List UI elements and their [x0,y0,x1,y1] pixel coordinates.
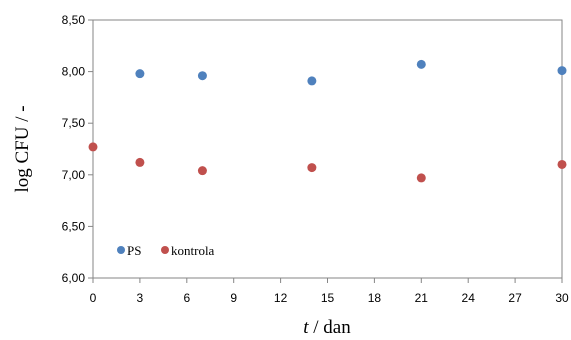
data-point-kontrola [135,157,145,167]
y-tick-label: 8,00 [62,65,86,79]
data-point-kontrola [197,166,207,176]
x-tick-label: 0 [90,291,97,305]
data-point-ps [307,76,317,86]
legend: PS kontrola [117,243,215,258]
y-tick-label: 6,00 [62,271,86,285]
legend-marker-kontrola [161,246,169,254]
x-tick-label: 21 [415,291,429,305]
x-tick-label: 12 [274,291,288,305]
legend-label-kontrola: kontrola [171,243,215,258]
y-tick-label: 7,50 [62,116,86,130]
data-point-kontrola [307,163,317,173]
x-axis-title-variable: t [303,317,309,338]
data-point-kontrola [416,173,426,183]
x-tick-label: 24 [462,291,476,305]
x-axis-title: t / dan [303,317,351,338]
y-tick-label: 8,50 [62,13,86,27]
x-tick-label: 9 [230,291,237,305]
data-point-ps [416,59,426,69]
x-tick-label: 18 [368,291,382,305]
legend-marker-ps [117,246,125,254]
x-tick-label: 30 [555,291,569,305]
y-tick-label: 6,50 [62,219,86,233]
data-point-kontrola [557,159,567,169]
plot-area [92,19,563,279]
x-tick-label: 3 [137,291,144,305]
legend-label-ps: PS [127,243,141,258]
x-axis-title-unit: / dan [309,317,352,338]
y-tick-label: 7,00 [62,168,86,182]
y-axis-title: log CFU / - [12,105,33,192]
data-point-ps [197,71,207,81]
data-point-kontrola [88,142,98,152]
data-point-ps [135,69,145,79]
x-axis: 0 3 6 9 12 15 18 21 24 27 30 [90,278,569,305]
x-tick-label: 6 [183,291,190,305]
data-points [88,59,567,183]
data-point-ps [557,66,567,76]
x-tick-label: 15 [321,291,335,305]
y-axis: 6,00 6,50 7,00 7,50 8,00 8,50 [62,13,93,285]
x-tick-label: 27 [508,291,522,305]
